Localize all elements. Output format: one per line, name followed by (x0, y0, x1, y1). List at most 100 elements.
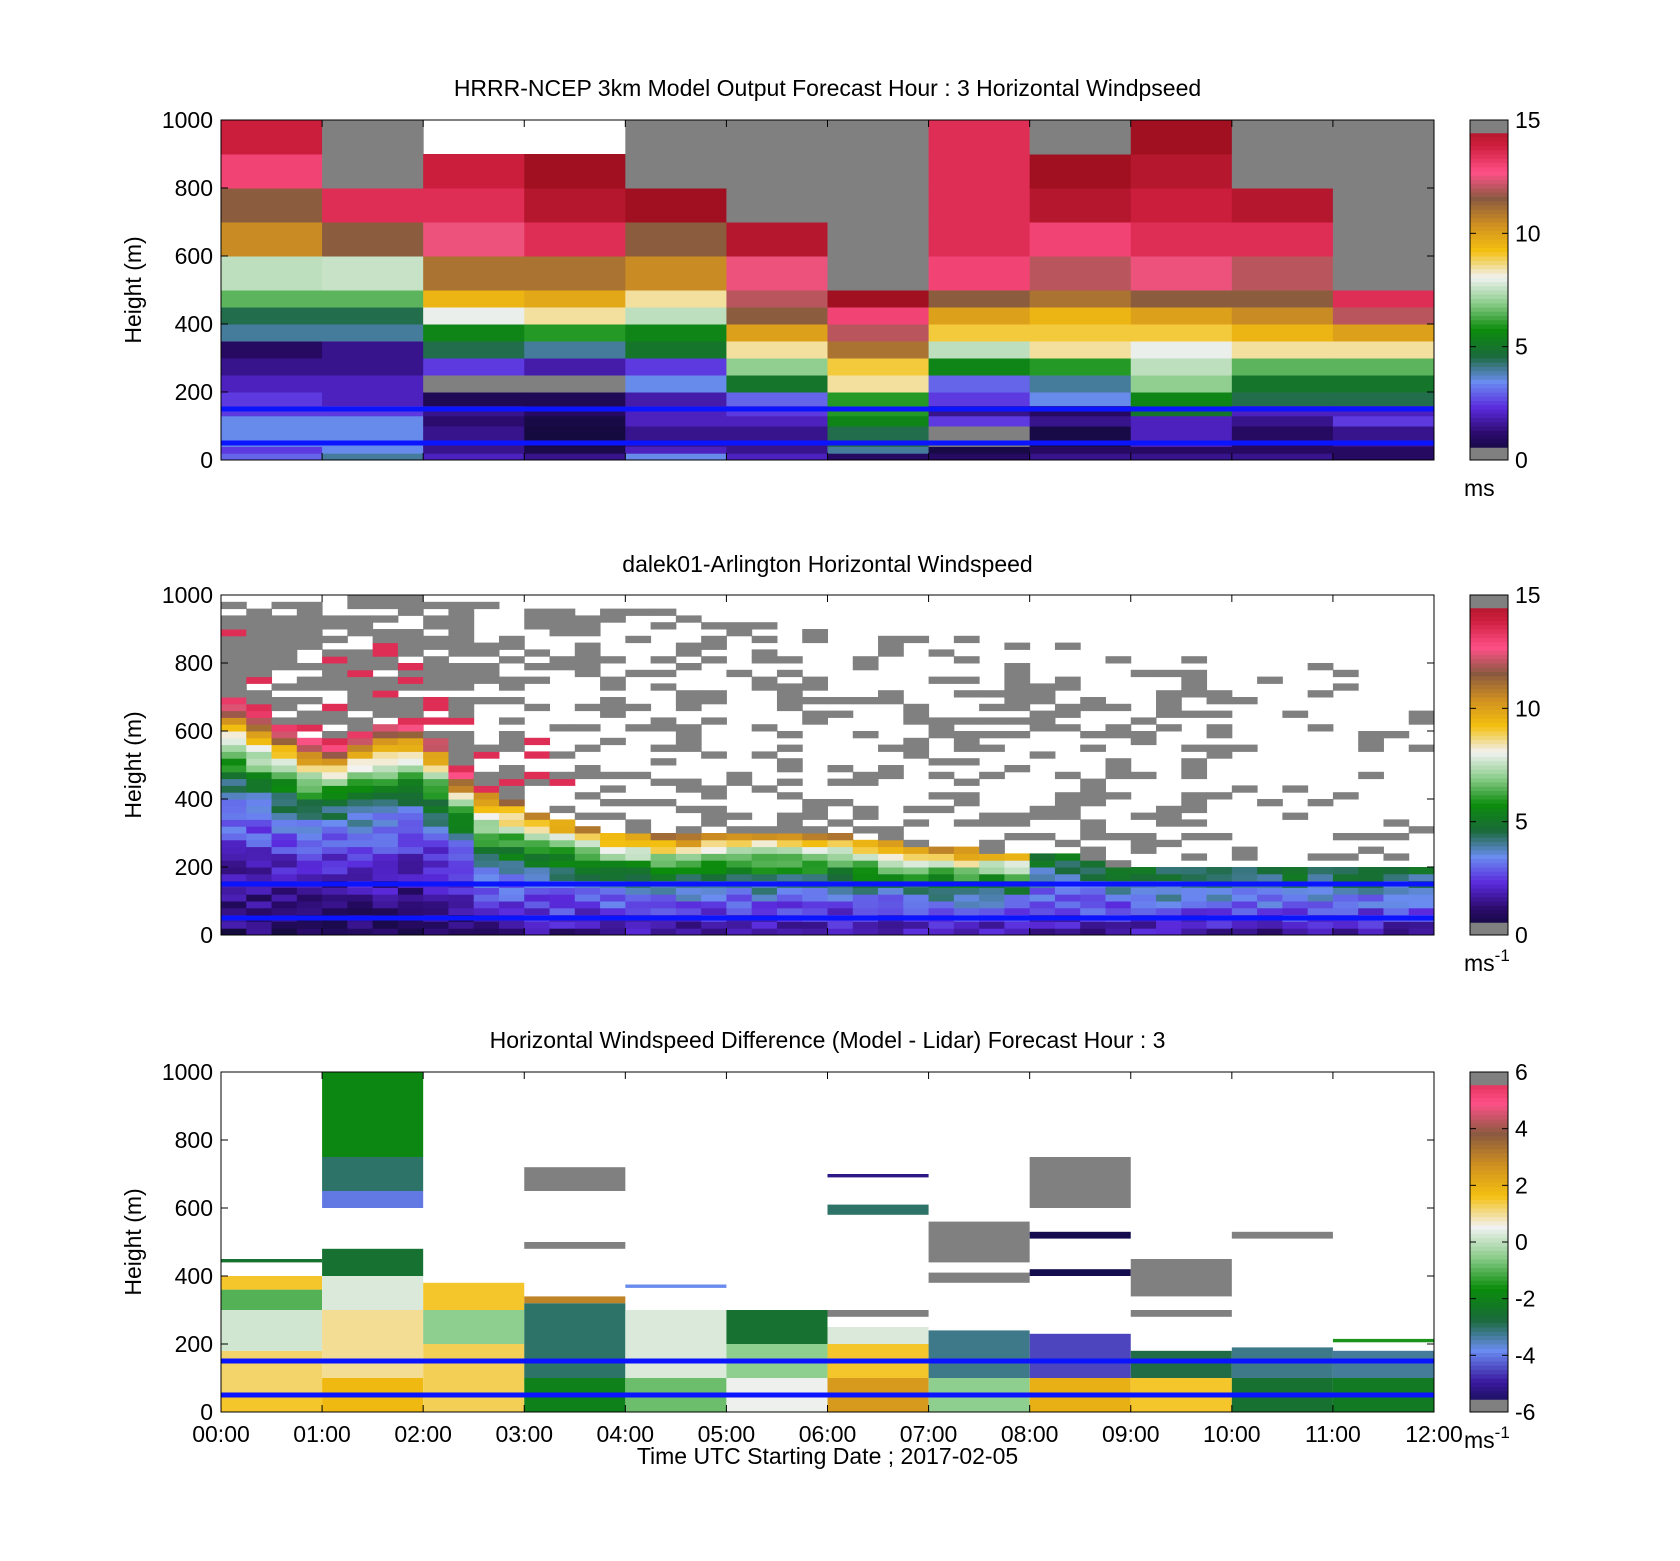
lidar-cell (953, 867, 980, 875)
model-cell (322, 290, 424, 308)
lidar-cell (1231, 867, 1258, 875)
lidar-cell (524, 921, 551, 929)
y-tick-label: 0 (200, 922, 213, 948)
lidar-cell (1332, 901, 1359, 909)
lidar-cell (549, 663, 576, 671)
lidar-cell (776, 744, 803, 752)
model-cell (1332, 426, 1434, 439)
colorbar-segment (1470, 909, 1508, 915)
difference-band (221, 1395, 323, 1412)
lidar-cell (448, 703, 475, 712)
lidar-cell (675, 901, 702, 909)
model-cell (1231, 392, 1334, 407)
lidar-cell (726, 833, 753, 841)
lidar-cell (878, 928, 904, 935)
colorbar-tick-label: 0 (1515, 447, 1528, 473)
lidar-cell (625, 799, 652, 807)
chart-title: dalek01-Arlington Horizontal Windspeed (622, 551, 1032, 577)
model-cell (726, 222, 828, 257)
model-cell (322, 426, 424, 439)
lidar-cell (372, 771, 399, 780)
lidar-cell (372, 805, 399, 814)
lidar-cell (372, 676, 399, 684)
lidar-cell (726, 839, 753, 848)
model-cell (524, 392, 626, 407)
lidar-cell (701, 656, 727, 664)
lidar-cell (600, 887, 626, 895)
y-tick-label: 800 (175, 1127, 213, 1153)
model-cell (322, 446, 424, 454)
model-cell (928, 358, 1031, 376)
lidar-cell (1181, 805, 1208, 814)
lidar-cell (574, 860, 601, 868)
lidar-cell (1332, 853, 1359, 861)
model-cell (524, 307, 626, 325)
colorbar-segment (1470, 234, 1508, 240)
lidar-cell (448, 826, 475, 834)
lidar-cell (979, 873, 1005, 882)
lidar-cell (524, 649, 551, 657)
lidar-cell (1307, 867, 1334, 875)
lidar-cell (776, 860, 803, 868)
lidar-cell (574, 853, 601, 861)
lidar-cell (751, 622, 778, 630)
lidar-cell (221, 615, 247, 623)
lidar-cell (246, 622, 273, 630)
model-cell (1130, 290, 1233, 308)
lidar-cell (347, 765, 374, 773)
lidar-cell (524, 833, 551, 841)
lidar-cell (1054, 771, 1081, 780)
lidar-cell (1130, 717, 1157, 725)
model-cell (726, 426, 828, 439)
colorbar-segment (1470, 922, 1508, 927)
lidar-cell (1004, 812, 1031, 820)
lidar-cell (1181, 690, 1208, 698)
lidar-cell (549, 615, 576, 623)
lidar-cell (271, 731, 298, 739)
model-cell (524, 341, 626, 359)
lidar-cell (473, 867, 500, 875)
lidar-cell (1358, 928, 1384, 935)
lidar-cell (322, 765, 348, 773)
colorbar-segment (1470, 1118, 1508, 1124)
lidar-cell (1282, 887, 1309, 895)
lidar-cell (1181, 683, 1208, 691)
lidar-cell (549, 629, 576, 637)
lidar-cell (1105, 771, 1132, 780)
lidar-cell (1105, 901, 1132, 909)
lidar-cell (423, 907, 449, 916)
lidar-cell (423, 819, 449, 827)
lidar-cell (1358, 846, 1384, 854)
difference-band (423, 1310, 525, 1344)
colorbar-segment (1470, 692, 1508, 698)
lidar-cell (802, 839, 828, 848)
lidar-cell (473, 697, 500, 705)
lidar-cell (701, 635, 727, 644)
model-cell (221, 375, 323, 393)
lidar-cell (246, 635, 273, 644)
lidar-cell (271, 771, 298, 780)
lidar-cell (928, 860, 955, 868)
lidar-cell (296, 751, 323, 759)
lidar-cell (701, 860, 727, 868)
lidar-cell (1054, 839, 1081, 848)
lidar-cell (1029, 867, 1056, 875)
lidar-cell (903, 744, 930, 752)
lidar-cell (347, 833, 374, 841)
lidar-cell (776, 731, 803, 739)
lidar-cell (1004, 907, 1031, 916)
lidar-cell (600, 615, 626, 623)
lidar-cell (1004, 669, 1031, 678)
colorbar-segment (1470, 1101, 1508, 1107)
lidar-cell (1408, 717, 1434, 725)
colorbar-segment (1470, 701, 1508, 706)
model-cell (625, 154, 727, 189)
lidar-cell (347, 724, 374, 732)
model-cell (625, 188, 727, 223)
lidar-cell (1156, 812, 1182, 820)
colorbar-segment (1470, 1216, 1508, 1222)
colorbar-segment (1470, 1203, 1508, 1209)
x-axis-label: Time UTC Starting Date ; 2017-02-05 (637, 1443, 1018, 1469)
lidar-cell (397, 887, 424, 895)
